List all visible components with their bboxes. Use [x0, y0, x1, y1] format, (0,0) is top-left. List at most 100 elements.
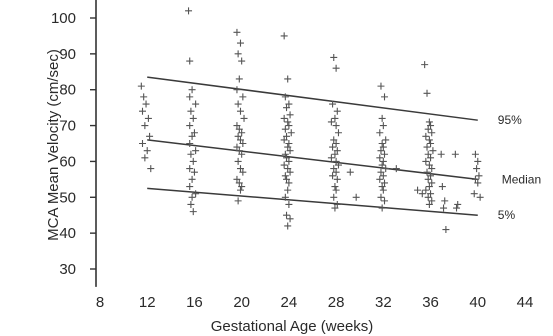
x-tick-label: 8 — [96, 294, 104, 311]
data-point — [379, 143, 387, 151]
x-tick-label: 32 — [375, 294, 392, 311]
x-tick-label: 20 — [233, 294, 250, 311]
data-point — [352, 193, 360, 201]
data-point — [147, 165, 155, 173]
y-ticks: 30 40 50 60 70 80 90 100 — [51, 10, 96, 278]
data-point — [186, 93, 194, 101]
data-point — [381, 179, 389, 187]
data-point — [238, 150, 246, 158]
data-point — [234, 100, 242, 108]
data-point — [454, 200, 462, 208]
data-point — [235, 179, 243, 187]
data-point — [141, 122, 149, 130]
data-point — [414, 186, 422, 194]
data-point — [284, 118, 292, 126]
data-point — [283, 154, 291, 162]
data-point — [283, 104, 291, 112]
data-point — [188, 132, 196, 140]
data-point — [284, 186, 292, 194]
data-point — [239, 140, 247, 147]
data-point — [238, 129, 246, 137]
data-point — [425, 118, 433, 126]
data-point — [189, 208, 197, 216]
data-point — [234, 132, 242, 140]
x-tick-label: 16 — [186, 294, 203, 311]
y-tick-label: 40 — [59, 225, 76, 242]
data-point — [236, 186, 244, 194]
x-tick-label: 44 — [517, 294, 534, 311]
data-point — [377, 82, 385, 90]
data-point — [331, 150, 339, 158]
data-point — [423, 143, 431, 151]
data-point — [238, 183, 246, 191]
data-point — [377, 193, 385, 201]
data-point — [423, 89, 431, 97]
data-point — [330, 165, 338, 173]
data-point — [437, 150, 445, 158]
data-point — [425, 161, 433, 169]
data-point — [424, 125, 432, 133]
data-point — [346, 168, 354, 176]
data-point — [331, 204, 339, 212]
data-point — [333, 200, 341, 208]
data-point — [281, 150, 289, 158]
data-point — [285, 200, 293, 208]
data-point — [475, 172, 483, 180]
data-point — [381, 93, 389, 101]
data-point — [285, 122, 293, 130]
data-point — [440, 204, 448, 212]
data-point — [139, 140, 146, 147]
data-point — [234, 50, 242, 58]
data-point — [192, 100, 200, 108]
data-point — [377, 168, 385, 176]
data-point — [187, 150, 195, 158]
data-point — [233, 86, 241, 94]
data-point — [187, 200, 195, 208]
data-point — [283, 132, 291, 140]
data-point — [186, 57, 194, 65]
data-point — [379, 157, 387, 165]
data-point — [333, 147, 341, 155]
data-point — [233, 175, 241, 183]
data-point — [280, 136, 288, 144]
data-point — [187, 107, 195, 115]
data-point — [236, 136, 244, 144]
y-tick-label: 60 — [59, 153, 76, 170]
data-point — [381, 150, 389, 158]
data-point — [453, 204, 461, 212]
data-point — [144, 114, 152, 122]
data-point — [234, 197, 242, 205]
data-point — [378, 114, 386, 122]
y-tick-label: 80 — [59, 82, 76, 99]
data-point — [234, 157, 242, 165]
x-tick-label: 12 — [139, 294, 156, 311]
data-point — [427, 190, 435, 198]
data-point — [441, 197, 449, 205]
curve-label: 5% — [498, 208, 516, 222]
data-point — [379, 186, 387, 194]
data-point — [239, 168, 247, 176]
data-point — [327, 154, 335, 162]
data-point — [329, 172, 337, 180]
data-point — [376, 154, 384, 162]
data-point — [471, 150, 479, 158]
data-point — [283, 175, 291, 183]
data-point — [281, 193, 289, 201]
y-tick-label: 90 — [59, 46, 76, 63]
data-point — [239, 93, 247, 101]
data-point — [474, 179, 482, 187]
data-point — [327, 118, 335, 126]
data-point — [236, 165, 244, 173]
data-point — [238, 57, 246, 65]
percentile-curve-labels: 95% Median 5% — [498, 113, 541, 222]
data-point — [285, 157, 293, 165]
data-point — [427, 154, 435, 162]
data-point — [377, 147, 385, 155]
data-point — [429, 147, 437, 155]
data-point — [422, 186, 430, 194]
data-point — [235, 147, 243, 155]
data-point — [473, 165, 481, 173]
data-point — [427, 140, 435, 147]
data-point — [378, 140, 386, 147]
